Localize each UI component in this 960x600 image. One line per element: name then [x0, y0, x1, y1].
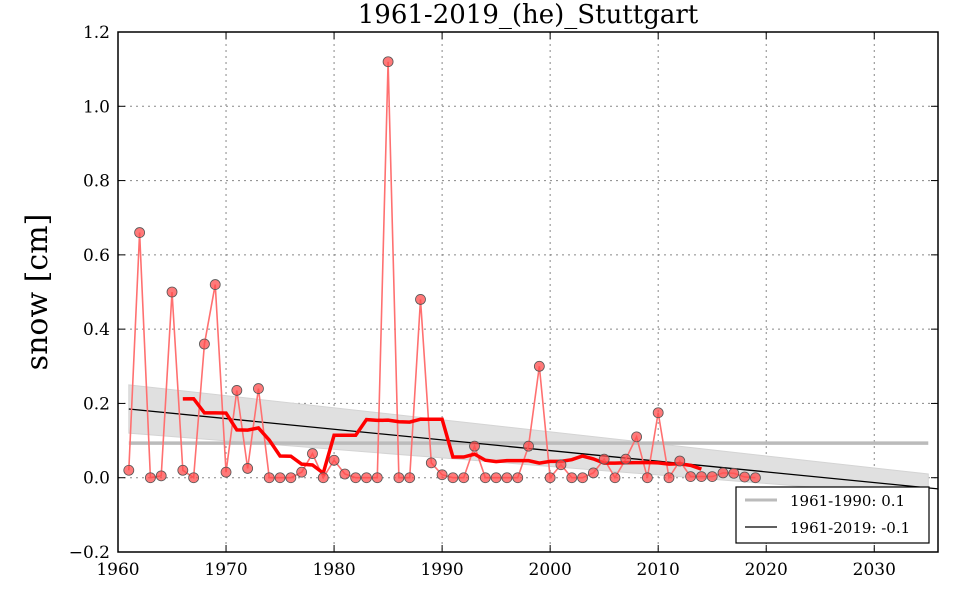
y-tick-label: 0.6	[83, 246, 110, 266]
axis-ticks: 1960 1970 1980 1990 2000 2010 2020 2030 −0.2 0.0 0…	[69, 23, 938, 580]
data-point	[339, 468, 351, 480]
data-point	[307, 448, 318, 459]
x-tick-label: 2000	[529, 560, 572, 580]
data-point	[123, 464, 135, 476]
y-tick-label: 0.8	[83, 172, 110, 192]
data-point	[361, 472, 372, 484]
data-point	[145, 472, 156, 484]
x-tick-label: 1960	[96, 560, 139, 580]
data-point	[490, 472, 502, 484]
data-point	[393, 472, 405, 484]
x-tick-label: 1970	[204, 560, 247, 580]
data-point	[458, 472, 470, 484]
data-point	[620, 453, 632, 465]
data-point	[577, 472, 588, 484]
y-tick-label: 1.2	[83, 23, 110, 43]
y-tick-label: 1.0	[83, 97, 110, 117]
data-point	[685, 471, 696, 483]
x-tick-label: 2030	[853, 560, 896, 580]
data-point	[674, 455, 686, 467]
data-point	[739, 471, 751, 483]
data-point	[382, 56, 394, 68]
x-tick-label: 2010	[637, 560, 680, 580]
data-point	[199, 338, 210, 350]
plot-frame	[117, 31, 939, 553]
data-point	[706, 471, 718, 483]
data-point	[177, 464, 189, 476]
legend-box	[735, 486, 930, 544]
data-point	[533, 360, 545, 372]
x-tick-label: 2020	[745, 560, 788, 580]
y-tick-label: 0.4	[83, 320, 110, 340]
data-point	[641, 472, 653, 484]
data-point	[166, 286, 178, 298]
data-point	[317, 472, 329, 484]
data-point	[695, 471, 707, 483]
y-tick-label: −0.2	[69, 543, 110, 563]
data-point	[566, 472, 578, 484]
data-point	[717, 467, 729, 479]
y-tick-label: 0.0	[83, 469, 110, 489]
moving-average-line	[182, 396, 702, 477]
x-tick-label: 1990	[420, 560, 463, 580]
data-point	[469, 440, 480, 452]
data-point	[415, 294, 426, 305]
data-point	[263, 472, 275, 484]
data-point	[587, 467, 599, 479]
data-point	[242, 463, 254, 474]
data-point	[598, 453, 610, 465]
data-point	[447, 472, 459, 484]
data-point	[274, 472, 286, 484]
trend-line	[128, 408, 939, 490]
data-point	[479, 472, 491, 484]
data-point	[750, 472, 761, 484]
legend: 1961-1990: 0.1 1961-2019: -0.1	[735, 486, 930, 544]
data-point	[523, 440, 534, 452]
series-layer	[123, 56, 939, 490]
y-axis-label: snow [cm]	[20, 214, 55, 371]
data-point	[350, 472, 362, 484]
data-point	[155, 470, 167, 482]
data-point	[501, 472, 513, 484]
legend-label-trend: 1961-2019: -0.1	[790, 519, 910, 537]
data-point	[663, 472, 675, 484]
data-point	[328, 454, 340, 466]
x-tick-label: 1980	[312, 560, 355, 580]
data-point	[296, 466, 308, 478]
data-point	[404, 472, 416, 484]
data-point	[652, 407, 664, 419]
data-point	[425, 457, 437, 469]
data-point	[609, 472, 621, 484]
data-point	[231, 385, 243, 396]
data-point	[555, 459, 567, 471]
data-point	[371, 472, 383, 484]
data-point	[209, 279, 221, 290]
data-point	[253, 383, 264, 394]
y-tick-label: 0.2	[83, 394, 110, 414]
legend-label-mean: 1961-1990: 0.1	[790, 492, 905, 510]
data-point	[512, 472, 524, 484]
data-point	[220, 466, 232, 478]
data-point	[728, 467, 740, 479]
data-point	[188, 472, 200, 484]
data-point	[631, 431, 642, 443]
chart-title: 1961-2019_(he)_Stuttgart	[358, 0, 699, 30]
data-point	[285, 472, 297, 484]
data-point	[544, 472, 556, 484]
data-point	[134, 227, 146, 238]
data-point	[436, 469, 448, 481]
